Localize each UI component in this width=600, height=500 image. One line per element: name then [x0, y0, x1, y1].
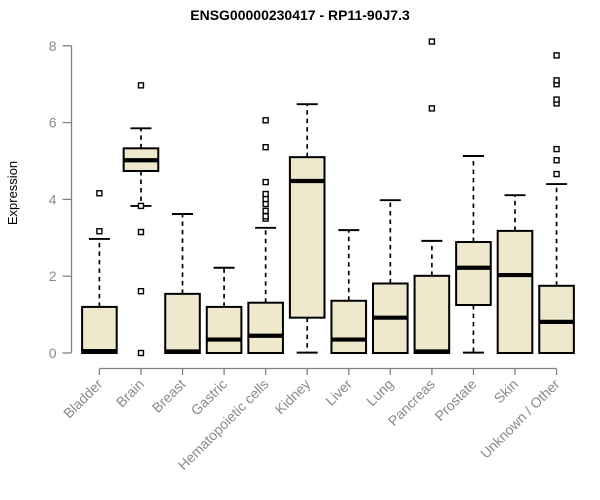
x-tick-label-unknown-other: Unknown / Other: [477, 376, 563, 462]
box-hematopoietic-cells: [247, 301, 284, 355]
outlier-point-brain-3: [137, 202, 145, 210]
box-bladder: [81, 305, 118, 355]
x-tick-label-lung: Lung: [363, 376, 396, 409]
x-tick-label-prostate: Prostate: [431, 376, 479, 424]
outlier-point-brain-0: [137, 349, 145, 357]
y-tick-label-6: 6: [49, 115, 57, 131]
boxes: [81, 38, 575, 357]
box-group-kidney: [288, 103, 326, 354]
outlier-point-hematopoietic-cells-8: [262, 117, 269, 124]
box-gastric: [205, 305, 243, 355]
box-group-bladder: [81, 190, 118, 355]
box-group-unknown-other: [538, 52, 575, 354]
chart-title: ENSG00000230417 - RP11-90J7.3: [190, 7, 410, 23]
outlier-point-bladder-0: [96, 228, 103, 235]
box-prostate: [455, 241, 492, 307]
outlier-point-brain-2: [137, 228, 145, 236]
box-group-lung: [372, 199, 409, 354]
y-tick-label-4: 4: [49, 191, 57, 207]
box-breast: [164, 292, 201, 355]
y-tick-label-8: 8: [49, 38, 57, 54]
outlier-point-brain-4: [137, 82, 145, 89]
x-tick-label-liver: Liver: [322, 376, 355, 409]
outlier-point-hematopoietic-cells-1: [262, 213, 269, 220]
box-group-skin: [496, 194, 534, 354]
outlier-point-hematopoietic-cells-4: [262, 195, 269, 203]
box-unknown-other: [538, 284, 575, 354]
y-tick-label-0: 0: [49, 345, 57, 361]
outlier-point-unknown-other-2: [553, 145, 560, 153]
outlier-point-hematopoietic-cells-7: [262, 143, 269, 151]
box-group-brain: [122, 82, 160, 357]
box-group-prostate: [455, 155, 492, 354]
outlier-point-unknown-other-1: [553, 157, 560, 164]
box-group-hematopoietic-cells: [247, 117, 284, 355]
box-skin: [496, 229, 534, 354]
outlier-point-hematopoietic-cells-2: [262, 207, 269, 215]
x-tick-label-bladder: Bladder: [60, 376, 106, 422]
outlier-point-brain-1: [137, 287, 145, 295]
outlier-point-unknown-other-4: [553, 96, 560, 103]
outlier-point-unknown-other-6: [553, 77, 560, 84]
box-pancreas: [413, 274, 451, 355]
outlier-point-unknown-other-0: [553, 170, 560, 178]
x-tick-label-brain: Brain: [113, 376, 147, 410]
box-group-liver: [330, 229, 368, 354]
box-group-breast: [164, 213, 201, 355]
y-axis-title: Expression: [5, 161, 20, 225]
box-kidney: [288, 156, 326, 319]
box-liver: [330, 299, 368, 354]
y-tick-label-2: 2: [49, 268, 57, 284]
outlier-point-pancreas-0: [428, 105, 436, 112]
outlier-point-hematopoietic-cells-5: [262, 190, 269, 198]
outlier-point-bladder-1: [96, 190, 103, 197]
x-tick-label-skin: Skin: [491, 376, 522, 407]
box-group-pancreas: [413, 38, 451, 355]
outlier-point-unknown-other-7: [553, 52, 560, 59]
outlier-point-pancreas-1: [428, 38, 436, 45]
x-tick-label-kidney: Kidney: [272, 376, 314, 418]
x-tick-label-breast: Breast: [149, 376, 189, 416]
outlier-point-hematopoietic-cells-3: [262, 200, 269, 208]
outlier-point-hematopoietic-cells-6: [262, 178, 269, 186]
box-group-gastric: [205, 266, 243, 355]
